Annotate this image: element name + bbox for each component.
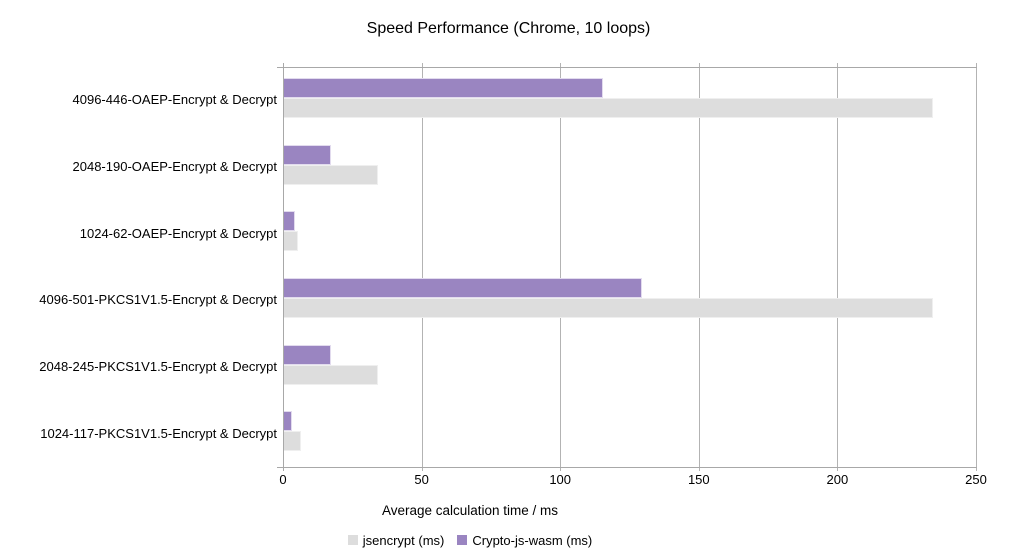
category-label: 4096-446-OAEP-Encrypt & Decrypt (72, 92, 277, 108)
x-gridline (698, 63, 700, 471)
bar-crypto-js-wasm (284, 344, 332, 365)
bar-jsencrypt (284, 164, 379, 185)
bar-crypto-js-wasm (284, 211, 296, 232)
category-label: 2048-190-OAEP-Encrypt & Decrypt (72, 159, 277, 174)
plot-top-border (277, 67, 977, 68)
x-gridline (421, 63, 423, 471)
chart-title: Speed Performance (Chrome, 10 loops) (366, 20, 651, 37)
y-axis-line (283, 63, 284, 471)
bar-jsencrypt (284, 364, 379, 385)
x-tick-label: 50 (414, 472, 429, 487)
category-label: 1024-117-PKCS1V1.5-Encrypt & Decrypt (40, 425, 277, 441)
bar-jsencrypt (284, 431, 301, 452)
x-axis-line (277, 467, 977, 468)
x-tick-label: 200 (826, 472, 849, 487)
x-gridline (560, 63, 562, 471)
x-tick-label: 150 (687, 472, 710, 487)
x-axis-title: Average calculation time / ms (381, 503, 559, 518)
legend-item: jsencrypt (ms) (347, 532, 445, 548)
legend-item: Crypto-js-wasm (ms) (457, 533, 592, 548)
category-label: 2048-245-PKCS1V1.5-Encrypt & Decrypt (39, 359, 277, 374)
bar-jsencrypt (284, 231, 298, 252)
x-tick-label: 0 (279, 472, 287, 487)
legend-label: jsencrypt (ms) (362, 532, 445, 548)
legend-swatch (457, 535, 468, 545)
category-label: 4096-501-PKCS1V1.5-Encrypt & Decrypt (39, 292, 277, 308)
x-gridline (837, 63, 839, 471)
x-tick-label: 100 (549, 472, 572, 487)
x-tick-label: 250 (965, 472, 987, 487)
bar-crypto-js-wasm (284, 278, 642, 298)
legend-swatch (347, 535, 358, 545)
bar-crypto-js-wasm (284, 78, 603, 98)
bar-crypto-js-wasm (284, 144, 332, 165)
x-gridline (976, 63, 977, 471)
bar-jsencrypt (284, 298, 933, 318)
bar-crypto-js-wasm (284, 411, 293, 432)
category-label: 1024-62-OAEP-Encrypt & Decrypt (79, 225, 277, 241)
legend: jsencrypt (ms) Crypto-js-wasm (ms) (0, 531, 940, 549)
bar-jsencrypt (284, 98, 933, 118)
legend-label: Crypto-js-wasm (ms) (472, 532, 593, 548)
